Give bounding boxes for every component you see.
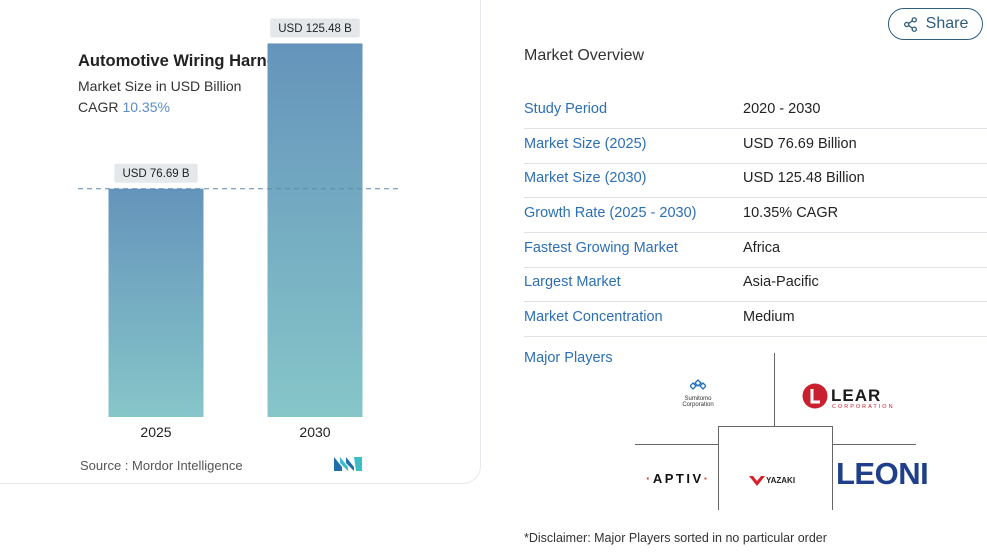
data-label: USD 125.48 B xyxy=(278,23,352,35)
data-label: USD 76.69 B xyxy=(122,168,189,180)
data-label-box xyxy=(270,18,360,38)
disclaimer: *Disclaimer: Major Players sorted in no … xyxy=(524,531,827,545)
share-icon xyxy=(903,16,917,32)
cagr-label: CAGR xyxy=(78,99,119,115)
players-divider xyxy=(832,426,833,510)
lear-sub: CORPORATION xyxy=(832,404,895,410)
lear-mark-icon xyxy=(802,383,828,409)
sumitomo-logo: Sumitomo Corporation xyxy=(668,378,728,408)
overview-row-largest-market: Largest Market Asia-Pacific xyxy=(524,267,987,302)
x-tick-label: 2030 xyxy=(299,424,330,440)
share-button[interactable]: Share xyxy=(888,8,983,40)
bar-chart: USD 76.69 B 2025 USD 125.48 B 2030 xyxy=(78,18,398,440)
major-players-label[interactable]: Major Players xyxy=(524,350,613,366)
overview-key[interactable]: Growth Rate (2025 - 2030) xyxy=(524,205,697,221)
overview-key[interactable]: Market Concentration xyxy=(524,309,663,325)
overview-key[interactable]: Study Period xyxy=(524,101,608,117)
cagr-line: CAGR 10.35% xyxy=(78,99,170,115)
source-label: Source : xyxy=(80,458,129,473)
source-name: Mordor Intelligence xyxy=(132,458,243,473)
cagr-value: 10.35% xyxy=(122,99,170,115)
overview-row-fastest-growing: Fastest Growing Market Africa xyxy=(524,233,987,268)
x-tick-label: 2025 xyxy=(140,424,171,440)
overview-value: USD 76.69 Billion xyxy=(743,136,857,152)
players-divider xyxy=(635,444,718,445)
share-label: Share xyxy=(925,15,969,32)
overview-key[interactable]: Fastest Growing Market xyxy=(524,240,678,256)
overview-value: Asia-Pacific xyxy=(743,274,819,290)
yazaki-wordmark: YAZAKI xyxy=(766,476,796,485)
lear-logo: LEAR CORPORATION xyxy=(802,383,912,413)
overview-row-study-period: Study Period 2020 - 2030 xyxy=(524,94,987,129)
overview-value: USD 125.48 Billion xyxy=(743,170,865,186)
chart-card xyxy=(0,0,481,484)
overview-key[interactable]: Market Size (2030) xyxy=(524,170,647,186)
aptiv-wordmark: APTIV xyxy=(652,471,704,486)
overview-row-market-size-2030: Market Size (2030) USD 125.48 Billion xyxy=(524,163,987,198)
lear-wordmark: LEAR xyxy=(831,386,882,405)
chart-subtitle: Market Size in USD Billion xyxy=(78,78,242,94)
players-divider xyxy=(718,426,832,427)
players-divider xyxy=(718,426,719,510)
sumitomo-mark-icon xyxy=(689,379,707,390)
mordor-intelligence-logo xyxy=(334,457,362,471)
yazaki-mark-icon xyxy=(749,476,765,486)
aptiv-logo: ·APTIV· xyxy=(646,471,711,486)
players-divider xyxy=(774,353,775,426)
overview-key[interactable]: Largest Market xyxy=(524,274,621,290)
overview-value: Medium xyxy=(743,309,795,325)
sumitomo-line1: Sumitomo xyxy=(684,396,712,402)
overview-title: Market Overview xyxy=(524,47,645,64)
leoni-wordmark: LEONI xyxy=(836,456,929,491)
bar-2025 xyxy=(108,188,204,417)
overview-value: 2020 - 2030 xyxy=(743,101,821,117)
overview-row-market-concentration: Market Concentration Medium xyxy=(524,302,987,337)
overview-value: Africa xyxy=(743,240,781,256)
sumitomo-line2: Corporation xyxy=(682,402,714,408)
data-label-box xyxy=(114,163,198,183)
bar-2030 xyxy=(267,43,363,418)
overview-row-growth-rate: Growth Rate (2025 - 2030) 10.35% CAGR xyxy=(524,198,987,233)
overview-key[interactable]: Market Size (2025) xyxy=(524,136,647,152)
overview-value: 10.35% CAGR xyxy=(743,205,839,221)
leoni-logo: LEONI xyxy=(836,456,929,492)
players-divider xyxy=(832,444,916,445)
overview-row-market-size-2025: Market Size (2025) USD 76.69 Billion xyxy=(524,129,987,164)
source-line: Source : Mordor Intelligence xyxy=(80,458,243,473)
